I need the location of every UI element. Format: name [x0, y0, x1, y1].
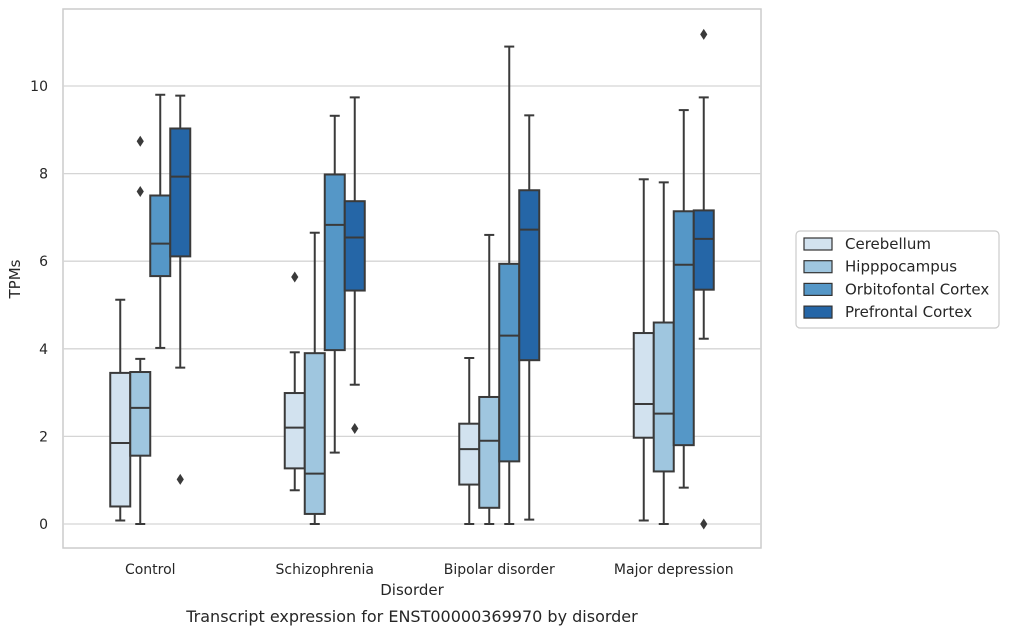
legend-swatch — [803, 260, 833, 274]
box-body — [283, 392, 306, 470]
box-body — [169, 127, 192, 258]
box-0-1 — [129, 135, 152, 525]
legend-item: Cerebellum — [803, 235, 931, 253]
legend-label: Orbitofontal Cortex — [845, 280, 989, 298]
box-groups — [109, 28, 715, 530]
box-body — [323, 173, 346, 352]
box-1-1 — [303, 231, 326, 525]
x-axis-title: Disorder — [380, 581, 444, 599]
legend-label: Hipppocampus — [845, 258, 957, 276]
x-tick-label: Major depression — [614, 562, 734, 578]
legend-label: Prefrontal Cortex — [845, 303, 972, 321]
box-3-3 — [692, 28, 715, 530]
legend-label: Cerebellum — [845, 235, 931, 253]
box-body — [458, 422, 481, 486]
y-tick-label: 10 — [30, 79, 48, 95]
box-3-1 — [652, 181, 675, 525]
box-body — [518, 189, 541, 362]
box-body — [303, 352, 326, 515]
box-2-3 — [518, 114, 541, 521]
box-body — [652, 321, 675, 473]
y-tick-label: 0 — [39, 517, 48, 533]
legend: Cerebellum Hipppocampus Orbitofontal Corte… — [795, 230, 1000, 329]
legend-item: Orbitofontal Cortex — [803, 280, 989, 298]
y-tick-label: 8 — [39, 167, 48, 183]
legend-item: Hipppocampus — [803, 258, 957, 276]
y-tick-label: 4 — [39, 342, 48, 358]
x-tick-label: Control — [125, 562, 176, 578]
box-3-0 — [632, 178, 655, 522]
box-0-3 — [169, 94, 192, 485]
outlier-point — [700, 518, 708, 530]
y-tick-label: 6 — [39, 254, 48, 270]
legend-frame — [795, 230, 1000, 329]
y-axis-title: TPMs — [6, 259, 24, 299]
outlier-point — [136, 135, 144, 147]
x-tick-label: Bipolar disorder — [444, 562, 555, 578]
legend-swatch — [803, 305, 833, 319]
box-2-0 — [458, 356, 481, 525]
box-body — [692, 209, 715, 291]
outlier-point — [176, 473, 184, 485]
outlier-point — [351, 423, 359, 435]
outlier-point — [700, 28, 708, 40]
box-0-2 — [149, 93, 172, 349]
box-body — [129, 371, 152, 457]
box-1-3 — [343, 96, 366, 435]
box-3-2 — [672, 109, 695, 489]
box-body — [343, 200, 366, 292]
chart-caption: Transcript expression for ENST0000036997… — [185, 607, 638, 626]
x-axis-ticks: Control Schizophrenia Bipolar disorder Majo… — [125, 562, 734, 578]
box-body — [498, 262, 521, 463]
box-2-1 — [478, 233, 501, 525]
legend-item: Prefrontal Cortex — [803, 303, 972, 321]
box-body — [149, 194, 172, 278]
y-tick-label: 2 — [39, 429, 48, 445]
outlier-point — [136, 186, 144, 198]
x-tick-label: Schizophrenia — [276, 562, 374, 578]
box-body — [632, 332, 655, 439]
box-body — [672, 210, 695, 447]
outlier-point — [291, 271, 299, 283]
legend-swatch — [803, 282, 833, 296]
y-axis-ticks: 0 2 4 6 8 10 — [30, 79, 48, 533]
box-body — [478, 395, 501, 509]
legend-swatch — [803, 237, 833, 251]
box-2-2 — [498, 45, 521, 525]
box-body — [109, 371, 132, 508]
